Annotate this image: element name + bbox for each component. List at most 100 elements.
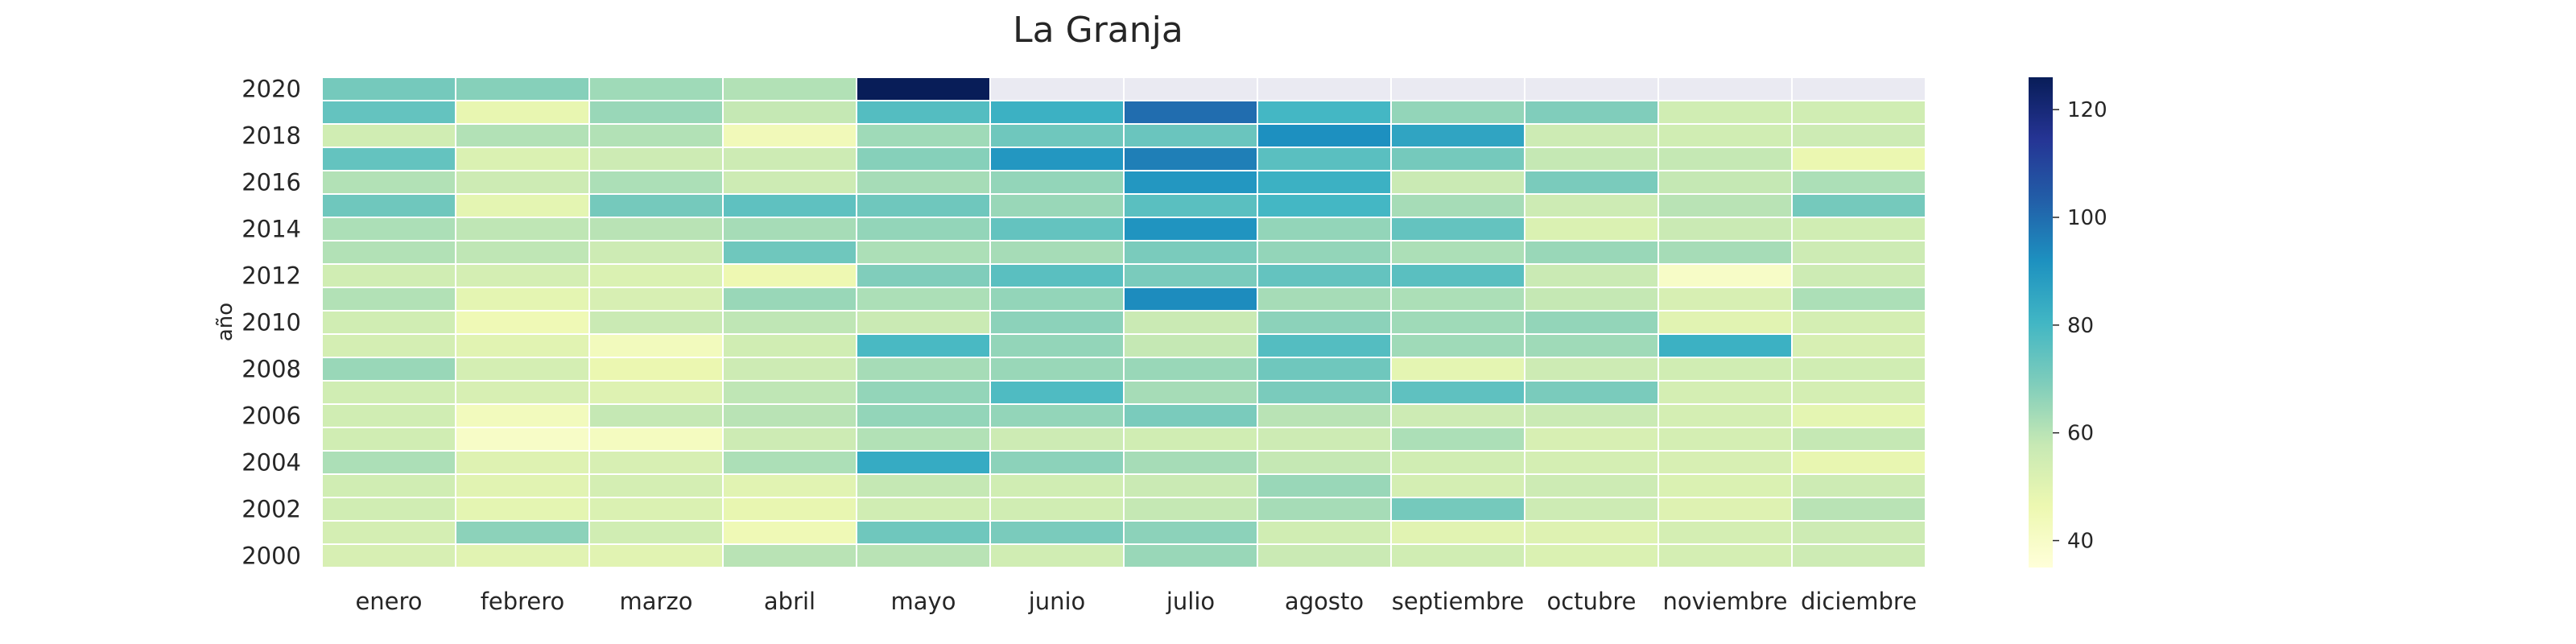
heatmap-cell-2014-abril [722,217,857,242]
y-tick-label: 2000 [242,543,301,570]
heatmap-cell-2018-febrero [455,123,590,148]
heatmap-cell-2011-enero [321,287,456,312]
heatmap-cell-2017-julio [1123,147,1258,171]
heatmap-cell-2005-agosto [1257,427,1392,452]
heatmap-cell-2018-marzo [588,123,724,148]
heatmap-cell-2002-diciembre [1791,497,1926,522]
heatmap-cell-2017-septiembre [1390,147,1525,171]
heatmap-cell-2012-noviembre [1657,263,1793,288]
heatmap-cell-2018-mayo [856,123,991,148]
heatmap-cell-2020-noviembre [1657,76,1793,101]
heatmap-cell-2000-junio [989,543,1125,568]
heatmap-cell-2008-septiembre [1390,357,1525,382]
heatmap-cell-2014-mayo [856,217,991,242]
heatmap-cell-2009-marzo [588,333,724,358]
heatmap-cell-2008-octubre [1524,357,1659,382]
heatmap-cell-2018-abril [722,123,857,148]
heatmap-cell-2001-mayo [856,520,991,545]
heatmap-cell-2018-julio [1123,123,1258,148]
colorbar-tick-label: 40 [2067,530,2094,554]
heatmap-cell-2018-agosto [1257,123,1392,148]
heatmap-cell-2006-septiembre [1390,403,1525,428]
heatmap-cell-2013-mayo [856,240,991,265]
heatmap-cell-2004-febrero [455,450,590,475]
heatmap-cell-2013-septiembre [1390,240,1525,265]
heatmap-cell-2020-mayo [856,76,991,101]
heatmap-cell-2015-agosto [1257,193,1392,218]
heatmap-cell-2003-enero [321,473,456,498]
heatmap-cell-2000-febrero [455,543,590,568]
heatmap-cell-2011-octubre [1524,287,1659,312]
heatmap-cell-2009-enero [321,333,456,358]
heatmap-cell-2007-junio [989,380,1125,405]
heatmap-cell-2012-agosto [1257,263,1392,288]
x-tick-label: noviembre [1663,588,1788,615]
x-tick-labels: enero febrero marzo abril mayo junio julio agos… [355,588,1917,615]
colorbar-tick-label: 120 [2067,98,2107,122]
y-tick-label: 2014 [242,216,301,243]
heatmap-cell-2012-enero [321,263,456,288]
heatmap-cell-2018-enero [321,123,456,148]
y-tick-label: 2020 [242,76,301,103]
x-tick-label: enero [355,588,422,615]
colorbar-gradient [2029,77,2053,568]
heatmap-cell-2003-junio [989,473,1125,498]
x-tick-label: mayo [891,588,956,615]
heatmap-cell-2002-mayo [856,497,991,522]
heatmap-cell-2020-febrero [455,76,590,101]
heatmap-cell-2019-agosto [1257,100,1392,125]
heatmap-cell-2020-septiembre [1390,76,1525,101]
heatmap-cell-2016-octubre [1524,170,1659,195]
heatmap-cell-2010-marzo [588,310,724,335]
heatmap-cell-2017-octubre [1524,147,1659,171]
heatmap-cell-2009-julio [1123,333,1258,358]
heatmap-cell-2001-marzo [588,520,724,545]
heatmap-cell-2010-enero [321,310,456,335]
heatmap-cell-2004-noviembre [1657,450,1793,475]
heatmap-cell-2004-septiembre [1390,450,1525,475]
heatmap-cell-2017-abril [722,147,857,171]
heatmap-cell-2012-mayo [856,263,991,288]
heatmap-cell-2009-febrero [455,333,590,358]
heatmap-cell-2000-abril [722,543,857,568]
heatmap-cell-2006-junio [989,403,1125,428]
heatmap-cell-2012-abril [722,263,857,288]
heatmap-cell-2005-noviembre [1657,427,1793,452]
heatmap-cell-2010-noviembre [1657,310,1793,335]
heatmap-cell-2005-octubre [1524,427,1659,452]
heatmap-cell-2013-marzo [588,240,724,265]
heatmap-cell-2018-diciembre [1791,123,1926,148]
heatmap-cell-2011-agosto [1257,287,1392,312]
heatmap-cell-2001-julio [1123,520,1258,545]
heatmap-cell-2007-febrero [455,380,590,405]
heatmap-cell-2001-abril [722,520,857,545]
heatmap-cell-2015-diciembre [1791,193,1926,218]
x-tick-label: febrero [481,588,565,615]
heatmap-cell-2008-enero [321,357,456,382]
heatmap-cell-2018-junio [989,123,1125,148]
colorbar-tick-label: 100 [2067,206,2107,230]
heatmap-cell-2016-diciembre [1791,170,1926,195]
heatmap-cell-2003-diciembre [1791,473,1926,498]
heatmap-cell-2005-mayo [856,427,991,452]
heatmap-cell-2002-octubre [1524,497,1659,522]
heatmap-cell-2000-octubre [1524,543,1659,568]
heatmap-cell-2008-agosto [1257,357,1392,382]
heatmap-cell-2012-octubre [1524,263,1659,288]
y-tick-label: 2006 [242,402,301,430]
heatmap-cell-2009-septiembre [1390,333,1525,358]
heatmap-cell-2002-septiembre [1390,497,1525,522]
heatmap-cell-2010-febrero [455,310,590,335]
heatmap-cell-2016-febrero [455,170,590,195]
heatmap-cell-2014-enero [321,217,456,242]
heatmap-cell-2000-agosto [1257,543,1392,568]
heatmap-cell-2012-febrero [455,263,590,288]
heatmap-cell-2013-enero [321,240,456,265]
heatmap-cell-2000-noviembre [1657,543,1793,568]
heatmap-cell-2020-diciembre [1791,76,1926,101]
heatmap-cell-2003-mayo [856,473,991,498]
heatmap-cell-2004-abril [722,450,857,475]
x-tick-label: septiembre [1392,588,1524,615]
y-tick-label: 2008 [242,356,301,383]
